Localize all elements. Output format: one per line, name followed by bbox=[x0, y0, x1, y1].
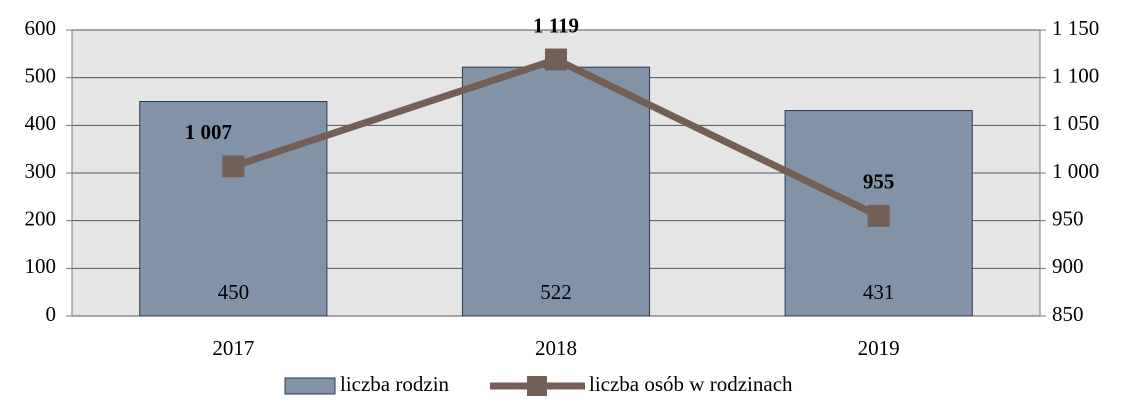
y2-tick-label: 1 150 bbox=[1052, 16, 1099, 40]
y-tick-label: 400 bbox=[25, 111, 57, 135]
y2-tick-label: 1 100 bbox=[1052, 63, 1099, 87]
y-tick-label: 500 bbox=[25, 63, 57, 87]
legend-swatch bbox=[284, 377, 336, 395]
y-tick-label: 600 bbox=[25, 16, 57, 40]
legend-marker bbox=[527, 376, 547, 396]
y-tick-label: 0 bbox=[46, 302, 57, 326]
bar bbox=[139, 101, 328, 317]
legend-label: liczba osób w rodzinach bbox=[589, 372, 793, 396]
marker bbox=[867, 204, 890, 227]
bar-value-label: 431 bbox=[863, 280, 895, 304]
y2-tick-label: 900 bbox=[1052, 254, 1084, 278]
bar bbox=[461, 66, 651, 317]
y-tick-label: 100 bbox=[25, 254, 57, 278]
x-tick-label: 2018 bbox=[535, 336, 577, 360]
x-tick-label: 2019 bbox=[858, 336, 900, 360]
bar-value-label: 450 bbox=[218, 280, 250, 304]
marker bbox=[545, 48, 567, 71]
line-value-label: 1 007 bbox=[185, 120, 232, 144]
y2-tick-label: 1 050 bbox=[1052, 111, 1099, 135]
line-value-label: 1 119 bbox=[533, 13, 579, 37]
y-tick-label: 300 bbox=[25, 159, 57, 183]
y2-tick-label: 950 bbox=[1052, 206, 1084, 230]
line-value-label: 955 bbox=[863, 170, 895, 194]
y2-tick-label: 1 000 bbox=[1052, 159, 1099, 183]
marker bbox=[222, 155, 245, 178]
legend-label: liczba rodzin bbox=[340, 372, 450, 396]
y-tick-label: 200 bbox=[25, 206, 57, 230]
x-tick-label: 2017 bbox=[212, 336, 254, 360]
y2-tick-label: 850 bbox=[1052, 302, 1084, 326]
bar-value-label: 522 bbox=[540, 280, 572, 304]
